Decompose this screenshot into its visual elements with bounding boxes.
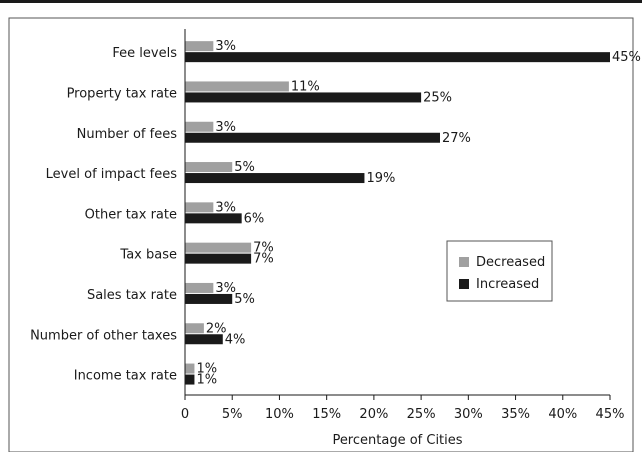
category-labels: Fee levels Property tax rate Number of fee… — [30, 46, 177, 383]
data-label-increased: 4% — [225, 332, 246, 347]
legend-label-decreased: Decreased — [476, 255, 545, 270]
x-tick-label: 0 — [181, 407, 189, 422]
bar-increased — [185, 92, 422, 103]
data-label-increased: 25% — [423, 90, 452, 105]
x-tick-label: 45% — [596, 407, 625, 422]
data-label-decreased: 3% — [215, 120, 236, 135]
bar-decreased — [185, 242, 252, 253]
x-tick-label: 15% — [312, 407, 341, 422]
data-labels: 3%45%11%25%3%27%5%19%3%6%7%7%3%5%2%4%1%1… — [196, 39, 640, 387]
bar-increased — [185, 132, 440, 143]
x-axis-ticks: 0 5% 10% 15% 20% 25% 30% 35% 40% 45% — [181, 395, 625, 422]
x-tick-label: 5% — [222, 407, 243, 422]
category-label: Tax base — [119, 248, 177, 263]
data-label-decreased: 3% — [215, 39, 236, 54]
x-tick-label: 35% — [501, 407, 530, 422]
data-label-increased: 6% — [244, 211, 265, 226]
data-label-decreased: 1% — [196, 362, 217, 377]
data-label-decreased: 7% — [253, 241, 274, 256]
data-label-decreased: 3% — [215, 200, 236, 215]
data-label-decreased: 11% — [291, 79, 320, 94]
data-label-increased: 27% — [442, 131, 471, 146]
bar-increased — [185, 213, 242, 224]
data-label-increased: 7% — [253, 252, 274, 267]
bar-decreased — [185, 202, 214, 213]
legend-swatch-decreased — [459, 257, 469, 267]
bar-decreased — [185, 41, 214, 52]
x-tick-label: 40% — [548, 407, 577, 422]
data-label-decreased: 5% — [234, 160, 255, 175]
bar-decreased — [185, 81, 289, 92]
bar-increased — [185, 334, 223, 345]
data-label-increased: 1% — [196, 373, 217, 388]
bar-increased — [185, 173, 365, 184]
bar-increased — [185, 374, 195, 385]
category-label: Fee levels — [112, 46, 177, 61]
bar-decreased — [185, 121, 214, 132]
category-label: Property tax rate — [67, 86, 177, 101]
bar-increased — [185, 52, 610, 63]
category-label: Number of other taxes — [30, 328, 177, 343]
category-label: Other tax rate — [85, 207, 177, 222]
category-label: Level of impact fees — [46, 167, 178, 182]
category-label: Sales tax rate — [87, 288, 177, 303]
plot-frame — [8, 17, 634, 452]
data-label-increased: 19% — [366, 171, 395, 186]
legend-swatch-increased — [459, 279, 469, 289]
top-rule — [0, 0, 642, 3]
x-tick-label: 10% — [265, 407, 294, 422]
data-label-decreased: 2% — [206, 321, 227, 336]
bar-decreased — [185, 363, 195, 374]
data-label-increased: 45% — [612, 50, 641, 65]
legend-label-increased: Increased — [476, 277, 539, 292]
bar-increased — [185, 293, 233, 304]
bar-decreased — [185, 282, 214, 293]
category-label: Number of fees — [77, 127, 178, 142]
category-label: Income tax rate — [74, 369, 177, 384]
bar-decreased — [185, 323, 204, 334]
bars — [185, 41, 610, 385]
legend-box — [446, 240, 553, 302]
x-axis-title: Percentage of Cities — [332, 433, 462, 448]
data-label-decreased: 3% — [215, 281, 236, 296]
x-tick-label: 25% — [407, 407, 436, 422]
x-tick-label: 30% — [454, 407, 483, 422]
bar-increased — [185, 253, 252, 264]
data-label-increased: 5% — [234, 292, 255, 307]
x-tick-label: 20% — [359, 407, 388, 422]
legend: Decreased Increased — [446, 240, 553, 302]
bar-decreased — [185, 162, 233, 173]
